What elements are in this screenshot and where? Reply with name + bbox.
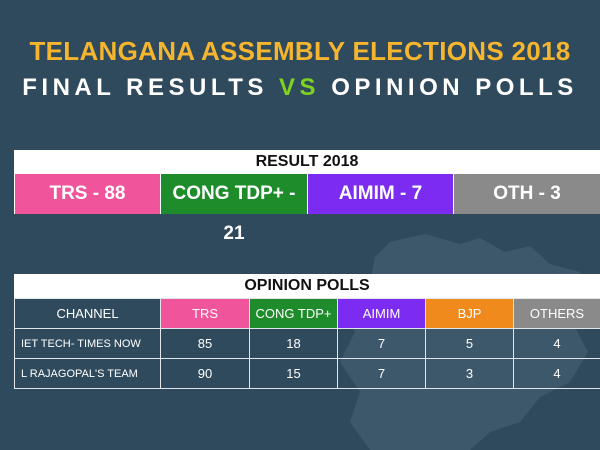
table-header-row: CHANNEL TRS CONG TDP+ AIMIM BJP OTHERS [14, 298, 600, 329]
row-channel: L RAJAGOPAL'S TEAM [14, 358, 161, 389]
cell-trs: 90 [160, 358, 250, 389]
col-header-trs: TRS [160, 298, 250, 329]
subtitle-vs: VS [279, 74, 321, 101]
col-header-aimim: AIMIM [337, 298, 426, 329]
result-aimim: AIMIM - 7 [308, 174, 454, 214]
table-row: L RAJAGOPAL'S TEAM 90 15 7 3 4 [14, 358, 600, 389]
cell-cong-tdp: 18 [249, 328, 338, 359]
row-channel: IET TECH- TIMES NOW [14, 328, 161, 359]
page-subtitle: FINAL RESULTS VS OPINION POLLS [0, 74, 600, 102]
result-others: OTH - 3 [454, 174, 600, 214]
result-trs: TRS - 88 [15, 174, 161, 214]
result-cong-tdp: CONG TDP+ - 21 [161, 174, 308, 244]
cell-bjp: 5 [425, 328, 514, 359]
opinion-polls-table: CHANNEL TRS CONG TDP+ AIMIM BJP OTHERS I… [14, 298, 600, 389]
col-header-bjp: BJP [425, 298, 514, 329]
cell-aimim: 7 [337, 358, 426, 389]
result-section-title: RESULT 2018 [14, 150, 600, 174]
cell-cong-tdp: 15 [249, 358, 338, 389]
table-row: IET TECH- TIMES NOW 85 18 7 5 4 [14, 328, 600, 359]
cell-aimim: 7 [337, 328, 426, 359]
page-title: TELANGANA ASSEMBLY ELECTIONS 2018 [29, 36, 571, 66]
cell-trs: 85 [160, 328, 250, 359]
cell-others: 4 [513, 328, 600, 359]
cell-bjp: 3 [425, 358, 514, 389]
subtitle-opinion-polls: OPINION POLLS [331, 74, 578, 101]
cell-others: 4 [513, 358, 600, 389]
col-header-others: OTHERS [513, 298, 600, 329]
subtitle-final-results: FINAL RESULTS [22, 74, 268, 101]
result-row: TRS - 88 CONG TDP+ - 21 AIMIM - 7 OTH - … [14, 174, 600, 244]
polls-section-title: OPINION POLLS [14, 274, 600, 298]
col-header-cong-tdp: CONG TDP+ [249, 298, 338, 329]
col-header-channel: CHANNEL [14, 298, 161, 329]
